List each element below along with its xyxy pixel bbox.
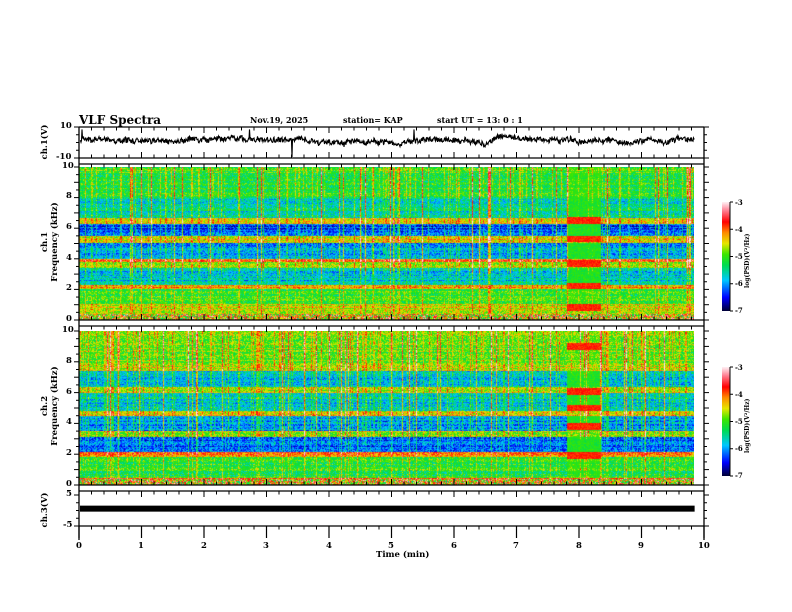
xtick-label: 1: [138, 541, 144, 551]
ch1-frequency-label: Frequency (kHz): [50, 202, 60, 282]
cb2-tick: -4: [735, 390, 743, 399]
spec1-ytick-label: 6: [66, 222, 72, 232]
xtick-label: 6: [451, 541, 457, 551]
cb1-tick: -6: [735, 279, 743, 288]
spec1-ytick-label: 10: [62, 161, 74, 171]
station-label: station= KAP: [343, 115, 403, 125]
cb1-tick: -5: [735, 252, 743, 261]
ch2-spectrogram-image: [79, 331, 694, 485]
ch1-colorbar: [722, 202, 730, 311]
cb1-tick: -7: [735, 306, 743, 315]
xtick-label: 3: [263, 541, 269, 551]
xtick-label: 9: [638, 541, 644, 551]
ch1-channel-label: ch.1: [40, 231, 50, 253]
ch2-frequency-axis-label: ch.2 Frequency (kHz): [40, 356, 60, 456]
cb1-tick: -3: [735, 198, 743, 207]
ch2-channel-label: ch.2: [40, 395, 50, 417]
spec2-ytick-label: 10: [62, 325, 74, 335]
ch1-ytick-label: 10: [60, 121, 72, 131]
spec2-ytick-label: 6: [66, 387, 72, 397]
start-time-label: start UT = 13: 0 : 1: [437, 115, 523, 125]
ch1-frequency-axis-label: ch.1 Frequency (kHz): [40, 192, 60, 292]
spec2-ytick-label: 0: [66, 479, 72, 489]
date-label: Nov.19, 2025: [250, 115, 309, 125]
spec1-ytick-label: 8: [66, 191, 72, 201]
xtick-label: 4: [326, 541, 332, 551]
xtick-label: 8: [576, 541, 582, 551]
xtick-label: 7: [513, 541, 519, 551]
ch1-voltage-axis-label: ch.1(V): [40, 124, 50, 160]
cb2-tick: -3: [735, 363, 743, 372]
ch1-spectrogram-image: [79, 167, 694, 320]
xtick-label: 2: [201, 541, 207, 551]
spec2-ytick-label: 8: [66, 356, 72, 366]
ch2-frequency-label: Frequency (kHz): [50, 366, 60, 446]
cb2-tick: -7: [735, 471, 743, 480]
ch1-waveform-line: [79, 129, 695, 158]
spec1-ytick-label: 2: [66, 283, 72, 293]
ch3-voltage-axis-label: ch.3(V): [40, 492, 50, 528]
x-axis-title: Time (min): [376, 550, 430, 560]
cb2-tick: -6: [735, 444, 743, 453]
cb1-tick: -4: [735, 225, 743, 234]
spec2-ytick-label: 4: [66, 417, 72, 427]
ch2-colorbar: [722, 367, 730, 476]
ch3-waveform-band: [80, 505, 695, 512]
spec1-ytick-label: 0: [66, 314, 72, 324]
ch3-ytick-label: 5: [66, 489, 72, 499]
spec1-ytick-label: 4: [66, 253, 72, 263]
ch3-ytick-label: -5: [63, 520, 73, 530]
cb1-label: log(PSD)(V²/Hz): [744, 233, 751, 288]
xtick-label: 10: [698, 541, 710, 551]
cb2-tick: -5: [735, 417, 743, 426]
cb2-label: log(PSD)(V²/Hz): [744, 398, 751, 453]
ch1-ytick-label: -10: [56, 152, 72, 162]
xtick-label: 0: [76, 541, 82, 551]
chart-title: VLF Spectra: [79, 113, 162, 127]
xtick-label: 5: [388, 541, 394, 551]
spec2-ytick-label: 2: [66, 448, 72, 458]
